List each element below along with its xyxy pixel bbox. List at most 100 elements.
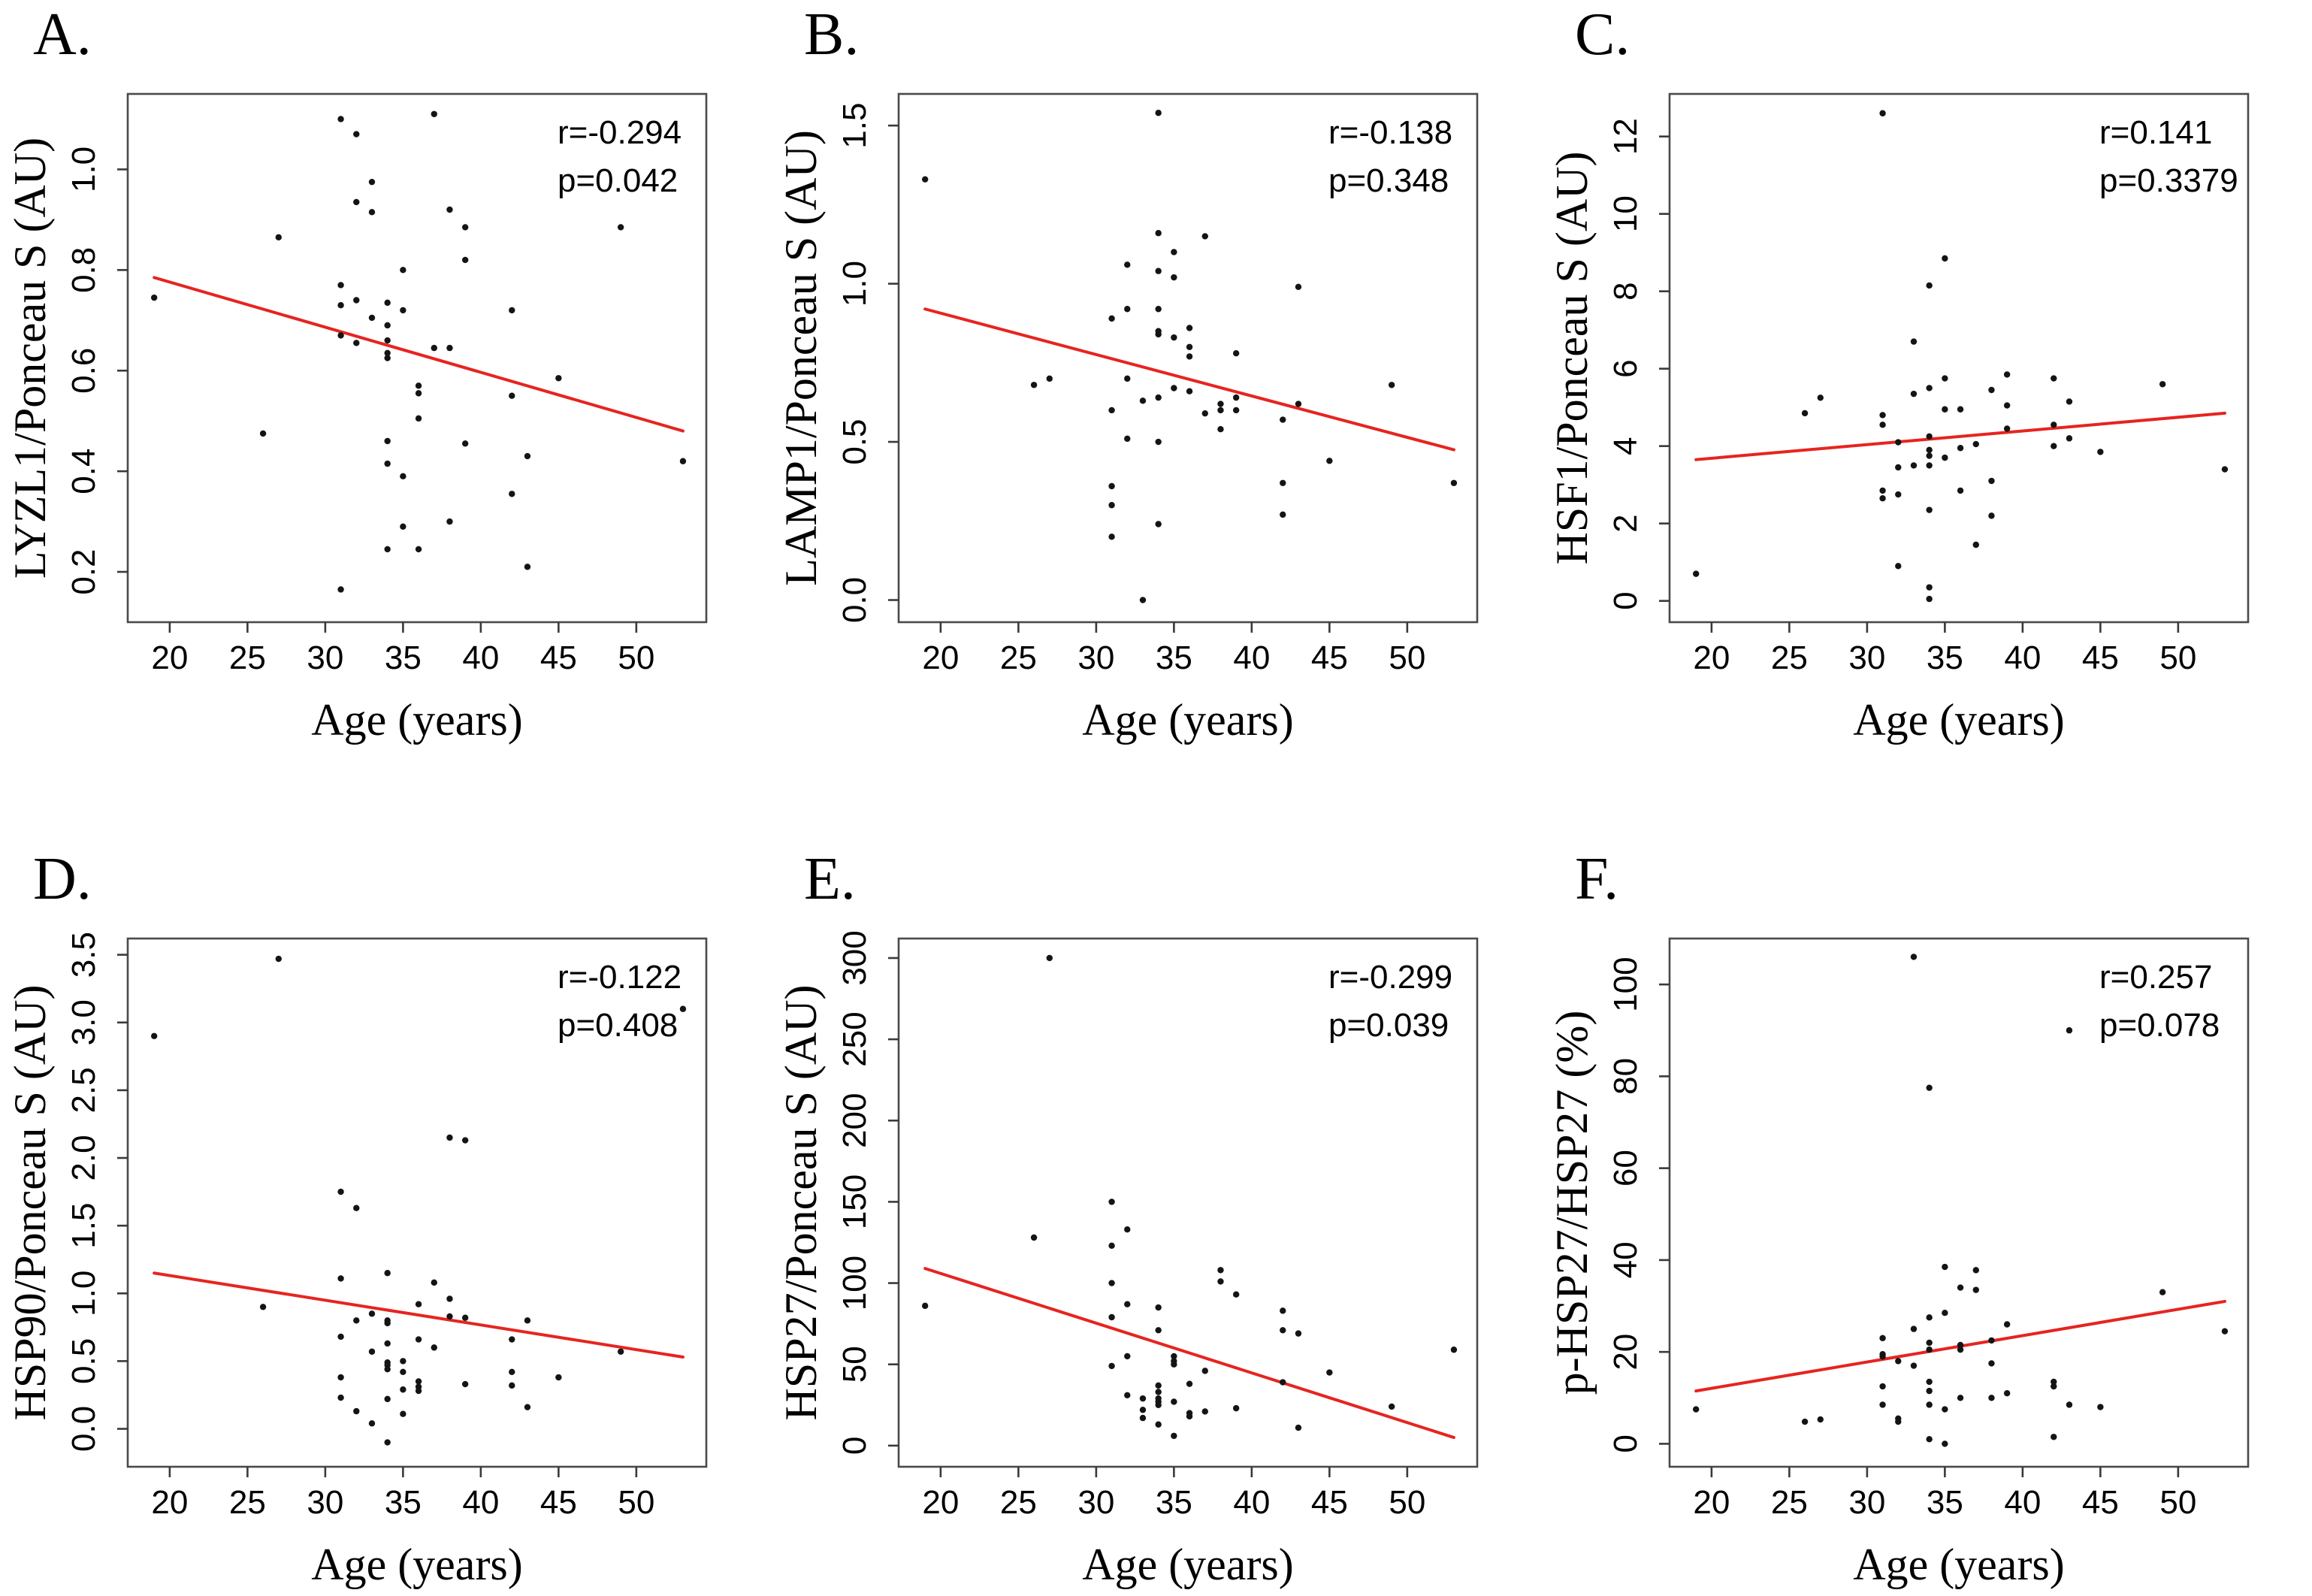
scatter-point bbox=[1942, 1440, 1948, 1447]
scatter-point bbox=[1879, 110, 1886, 116]
scatter-point bbox=[1988, 1337, 1995, 1344]
scatter-point bbox=[1910, 390, 1918, 397]
y-tick-label: 100 bbox=[836, 1256, 873, 1310]
scatter-point bbox=[1108, 1362, 1115, 1370]
scatter-point bbox=[1926, 282, 1933, 289]
scatter-point bbox=[1926, 1378, 1933, 1386]
x-tick-label: 20 bbox=[151, 639, 188, 676]
panel-a-plot: 20 25 30 35 40 45 50 0.2 0.4 0.6 0.8 1.0 Age (years)… bbox=[5, 92, 708, 745]
scatter-point bbox=[337, 116, 344, 122]
scatter-point bbox=[1957, 1284, 1964, 1291]
stat-r-label: r=-0.299 bbox=[1328, 959, 1452, 996]
y-tick-label: 0.6 bbox=[65, 348, 102, 394]
scatter-point bbox=[1108, 315, 1115, 322]
x-tick-label: 30 bbox=[1848, 1484, 1885, 1521]
scatter-point bbox=[400, 1386, 406, 1393]
x-tick-label: 30 bbox=[307, 639, 343, 676]
y-axis-title: LAMP1/Ponceau S (AU) bbox=[776, 130, 826, 586]
scatter-point bbox=[1388, 382, 1395, 388]
scatter-point bbox=[1232, 407, 1240, 414]
scatter-point bbox=[1171, 274, 1177, 281]
y-tick-label: 300 bbox=[836, 930, 873, 985]
scatter-point bbox=[524, 1317, 531, 1324]
x-tick-label: 40 bbox=[462, 1484, 499, 1521]
scatter-point bbox=[384, 1270, 391, 1277]
x-tick-label: 35 bbox=[385, 1484, 422, 1521]
scatter-point bbox=[1201, 410, 1208, 417]
scatter-point bbox=[400, 307, 406, 314]
scatter-point bbox=[431, 110, 437, 117]
scatter-point bbox=[1926, 1387, 1933, 1395]
x-tick-label: 25 bbox=[229, 639, 266, 676]
scatter-point bbox=[1692, 570, 1700, 577]
stat-p-label: p=0.408 bbox=[558, 1007, 678, 1044]
scatter-point bbox=[2051, 443, 2057, 449]
scatter-point bbox=[1232, 1291, 1240, 1298]
scatter-point bbox=[1217, 1278, 1224, 1285]
y-tick-label: 0.8 bbox=[65, 247, 102, 293]
plot-frame bbox=[126, 937, 708, 1468]
scatter-point bbox=[1910, 338, 1918, 345]
scatter-point bbox=[384, 460, 391, 467]
y-tick-label: 1.5 bbox=[836, 103, 873, 149]
panel-f-plot: 20 25 30 35 40 45 50 0 20 40 60 80 100 Age (years) p-H… bbox=[1547, 937, 2250, 1589]
scatter-point bbox=[2066, 398, 2073, 405]
y-tick-label: 20 bbox=[1607, 1334, 1644, 1371]
scatter-point bbox=[1139, 1395, 1147, 1402]
y-tick-label: 0 bbox=[1607, 591, 1644, 609]
y-axis-title: HSP27/Ponceau S (AU) bbox=[776, 985, 826, 1421]
stat-r-label: r=-0.122 bbox=[558, 959, 682, 996]
x-tick-label: 40 bbox=[2004, 1484, 2041, 1521]
x-tick-label: 20 bbox=[922, 1484, 959, 1521]
scatter-point bbox=[679, 458, 687, 464]
scatter-point bbox=[1926, 446, 1933, 454]
scatter-point bbox=[337, 1188, 344, 1195]
scatter-point bbox=[353, 1407, 360, 1415]
scatter-point bbox=[1326, 458, 1333, 464]
scatter-point bbox=[1108, 1313, 1115, 1321]
scatter-point bbox=[524, 1404, 531, 1410]
scatter-point bbox=[1926, 1346, 1933, 1353]
stat-p-label: p=0.3379 bbox=[2099, 162, 2238, 199]
stat-r-label: r=0.141 bbox=[2099, 114, 2212, 151]
scatter-point bbox=[1926, 452, 1933, 459]
scatter-point bbox=[1124, 1301, 1131, 1307]
y-tick-label: 6 bbox=[1607, 359, 1644, 377]
x-tick-label: 20 bbox=[922, 639, 959, 676]
scatter-point bbox=[384, 349, 391, 357]
scatter-point bbox=[461, 256, 469, 264]
scatter-point bbox=[384, 355, 391, 361]
scatter-point bbox=[2003, 1321, 2011, 1328]
scatter-point bbox=[1171, 1398, 1177, 1405]
y-tick-label: 250 bbox=[836, 1011, 873, 1066]
scatter-point bbox=[368, 1310, 376, 1317]
scatter-point bbox=[400, 1368, 406, 1376]
scatter-point bbox=[461, 1380, 469, 1388]
x-tick-label: 45 bbox=[1311, 1484, 1348, 1521]
scatter-point bbox=[2051, 422, 2057, 428]
y-tick-label: 200 bbox=[836, 1093, 873, 1148]
scatter-point bbox=[2066, 1401, 2073, 1408]
scatter-point bbox=[368, 209, 376, 216]
panel-c-label: C. bbox=[1575, 2, 1630, 68]
scatter-point bbox=[1942, 1406, 1948, 1413]
x-tick-label: 30 bbox=[1077, 1484, 1114, 1521]
scatter-point bbox=[2221, 466, 2229, 473]
scatter-point bbox=[384, 322, 391, 329]
scatter-point bbox=[1910, 954, 1918, 960]
trend-line bbox=[923, 1267, 1455, 1440]
x-tick-label: 20 bbox=[1693, 639, 1730, 676]
scatter-point bbox=[1942, 1263, 1948, 1271]
scatter-point bbox=[446, 1134, 453, 1141]
scatter-point bbox=[2066, 1027, 2073, 1034]
plot-frame bbox=[1668, 937, 2250, 1468]
scatter-point bbox=[384, 546, 391, 553]
panel-f-label: F. bbox=[1575, 846, 1619, 912]
scatter-point bbox=[415, 382, 422, 389]
x-tick-label: 35 bbox=[1927, 1484, 1963, 1521]
x-tick-label: 30 bbox=[307, 1484, 343, 1521]
scatter-point bbox=[524, 564, 531, 570]
scatter-point bbox=[1124, 375, 1131, 382]
scatter-point bbox=[1139, 597, 1147, 603]
scatter-point bbox=[2159, 1289, 2166, 1295]
